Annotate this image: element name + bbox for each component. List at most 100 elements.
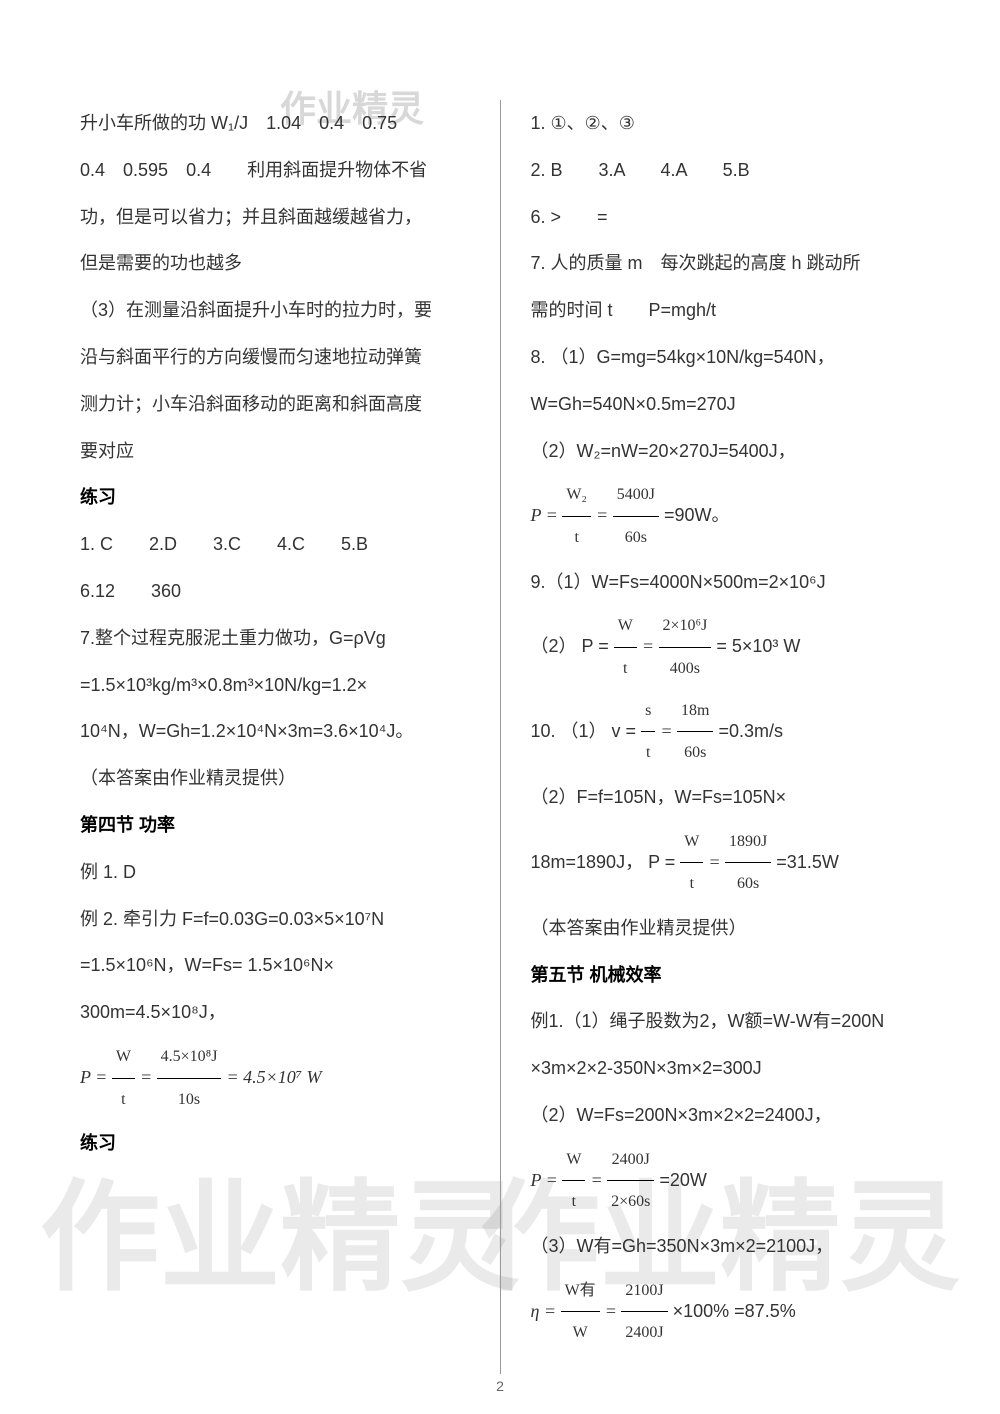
- denominator: 60s: [677, 732, 713, 774]
- fraction: 2×10⁶J 400s: [659, 605, 712, 689]
- fraction: 18m 60s: [677, 690, 713, 774]
- text-line: 例 1. D: [80, 849, 470, 896]
- text-line: 300m=4.5×10⁸J，: [80, 989, 470, 1036]
- denominator: 2×60s: [607, 1181, 654, 1223]
- formula-prefix: （2） P =: [531, 636, 614, 656]
- formula-prefix: P =: [531, 1170, 563, 1190]
- fraction: W有 W: [561, 1270, 600, 1354]
- text-line: =1.5×10⁶N，W=Fs= 1.5×10⁶N×: [80, 942, 470, 989]
- text-line: 7. 人的质量 m 每次跳起的高度 h 跳动所: [531, 240, 921, 287]
- text-line: 10⁴N，W=Gh=1.2×10⁴N×3m=3.6×10⁴J。: [80, 708, 470, 755]
- formula-prefix: η =: [531, 1301, 561, 1321]
- numerator: 2×10⁶J: [659, 605, 712, 648]
- text-line: 功，但是可以省力；并且斜面越缓越省力，: [80, 194, 470, 241]
- heading-section-5: 第五节 机械效率: [531, 952, 921, 999]
- numerator: 2100J: [621, 1270, 667, 1313]
- text-line: （3）W有=Gh=350N×3m×2=2100J，: [531, 1223, 921, 1270]
- numerator: W: [614, 605, 637, 648]
- heading-section-4: 第四节 功率: [80, 802, 470, 849]
- text-line: （3）在测量沿斜面提升小车时的拉力时，要: [80, 287, 470, 334]
- text-line: （2）W=Fs=200N×3m×2×2=2400J，: [531, 1092, 921, 1139]
- text-line: =1.5×10³kg/m³×0.8m³×10N/kg=1.2×: [80, 662, 470, 709]
- numerator: s: [641, 690, 655, 733]
- numerator: 18m: [677, 690, 713, 733]
- fraction: W t: [614, 605, 637, 689]
- formula-line: 18m=1890J， P = W t = 1890J 60s =31.5W: [531, 821, 921, 905]
- fraction: W t: [112, 1036, 135, 1120]
- formula-suffix: = 5×10³ W: [716, 636, 800, 656]
- denominator: t: [562, 517, 591, 559]
- formula-line: P = W t = 4.5×10⁸J 10s = 4.5×10⁷ W: [80, 1036, 470, 1120]
- text-line: ×3m×2×2-350N×3m×2=300J: [531, 1045, 921, 1092]
- denominator: t: [614, 648, 637, 690]
- text-line: （2）F=f=105N，W=Fs=105N×: [531, 774, 921, 821]
- fraction: 2100J 2400J: [621, 1270, 667, 1354]
- numerator: W: [112, 1036, 135, 1079]
- text-line: （2）W₂=nW=20×270J=5400J，: [531, 428, 921, 475]
- formula-line: P = W t = 2400J 2×60s =20W: [531, 1139, 921, 1223]
- numerator: 4.5×10⁸J: [157, 1036, 222, 1079]
- denominator: t: [641, 732, 655, 774]
- formula-suffix: =0.3m/s: [718, 720, 783, 740]
- formula-prefix: P =: [80, 1067, 112, 1087]
- denominator: 400s: [659, 648, 712, 690]
- fraction: W₂ t: [562, 474, 591, 558]
- text-line: 要对应: [80, 428, 470, 475]
- page-number: 2: [496, 1378, 504, 1394]
- text-line: 需的时间 t P=mgh/t: [531, 287, 921, 334]
- formula-mid: =: [605, 1301, 622, 1321]
- denominator: t: [680, 863, 703, 905]
- text-line: 沿与斜面平行的方向缓慢而匀速地拉动弹簧: [80, 334, 470, 381]
- text-line: 但是需要的功也越多: [80, 240, 470, 287]
- text-line: W=Gh=540N×0.5m=270J: [531, 381, 921, 428]
- formula-suffix: ×100% =87.5%: [673, 1301, 796, 1321]
- formula-line: P = W₂ t = 5400J 60s =90W。: [531, 474, 921, 558]
- formula-prefix: 18m=1890J， P =: [531, 851, 681, 871]
- denominator: t: [112, 1079, 135, 1121]
- formula-suffix: =90W。: [664, 505, 730, 525]
- text-line: 6. > =: [531, 194, 921, 241]
- fraction: s t: [641, 690, 655, 774]
- formula-mid: =: [642, 636, 659, 656]
- formula-prefix: P =: [531, 505, 563, 525]
- formula-prefix: 10. （1） v =: [531, 720, 642, 740]
- text-line: 1. ①、②、③: [531, 100, 921, 147]
- formula-mid: =: [708, 851, 725, 871]
- formula-line: （2） P = W t = 2×10⁶J 400s = 5×10³ W: [531, 605, 921, 689]
- text-line: 1. C 2.D 3.C 4.C 5.B: [80, 521, 470, 568]
- numerator: W₂: [562, 474, 591, 517]
- text-line: 例 2. 牵引力 F=f=0.03G=0.03×5×10⁷N: [80, 896, 470, 943]
- formula-line: η = W有 W = 2100J 2400J ×100% =87.5%: [531, 1270, 921, 1354]
- heading-practice-1: 练习: [80, 474, 470, 521]
- numerator: W有: [561, 1270, 600, 1313]
- formula-suffix: =31.5W: [776, 851, 839, 871]
- text-line: 8. （1）G=mg=54kg×10N/kg=540N，: [531, 334, 921, 381]
- fraction: 5400J 60s: [613, 474, 659, 558]
- denominator: 60s: [725, 863, 771, 905]
- right-column: 1. ①、②、③ 2. B 3.A 4.A 5.B 6. > = 7. 人的质量…: [531, 100, 921, 1374]
- text-line: 7.整个过程克服泥土重力做功，G=ρVg: [80, 615, 470, 662]
- formula-mid: =: [140, 1067, 157, 1087]
- text-line: 例1.（1）绳子股数为2，W额=W-W有=200N: [531, 998, 921, 1045]
- heading-practice-2: 练习: [80, 1120, 470, 1167]
- numerator: 1890J: [725, 821, 771, 864]
- fraction: 2400J 2×60s: [607, 1139, 654, 1223]
- formula-suffix: = 4.5×10⁷ W: [226, 1067, 321, 1087]
- formula-mid: =: [590, 1170, 607, 1190]
- text-line: 测力计；小车沿斜面移动的距离和斜面高度: [80, 381, 470, 428]
- text-line: 2. B 3.A 4.A 5.B: [531, 147, 921, 194]
- content-wrapper: 升小车所做的功 W₁/J 1.04 0.4 0.75 0.4 0.595 0.4…: [80, 100, 920, 1374]
- formula-suffix: =20W: [659, 1170, 707, 1190]
- numerator: W: [562, 1139, 585, 1182]
- text-line: （本答案由作业精灵提供）: [531, 905, 921, 952]
- denominator: t: [562, 1181, 585, 1223]
- denominator: 2400J: [621, 1312, 667, 1354]
- text-line: 6.12 360: [80, 568, 470, 615]
- text-line: 9.（1）W=Fs=4000N×500m=2×10⁶J: [531, 559, 921, 606]
- fraction: W t: [562, 1139, 585, 1223]
- denominator: 60s: [613, 517, 659, 559]
- numerator: W: [680, 821, 703, 864]
- formula-mid: =: [660, 720, 677, 740]
- formula-mid: =: [596, 505, 613, 525]
- fraction: 1890J 60s: [725, 821, 771, 905]
